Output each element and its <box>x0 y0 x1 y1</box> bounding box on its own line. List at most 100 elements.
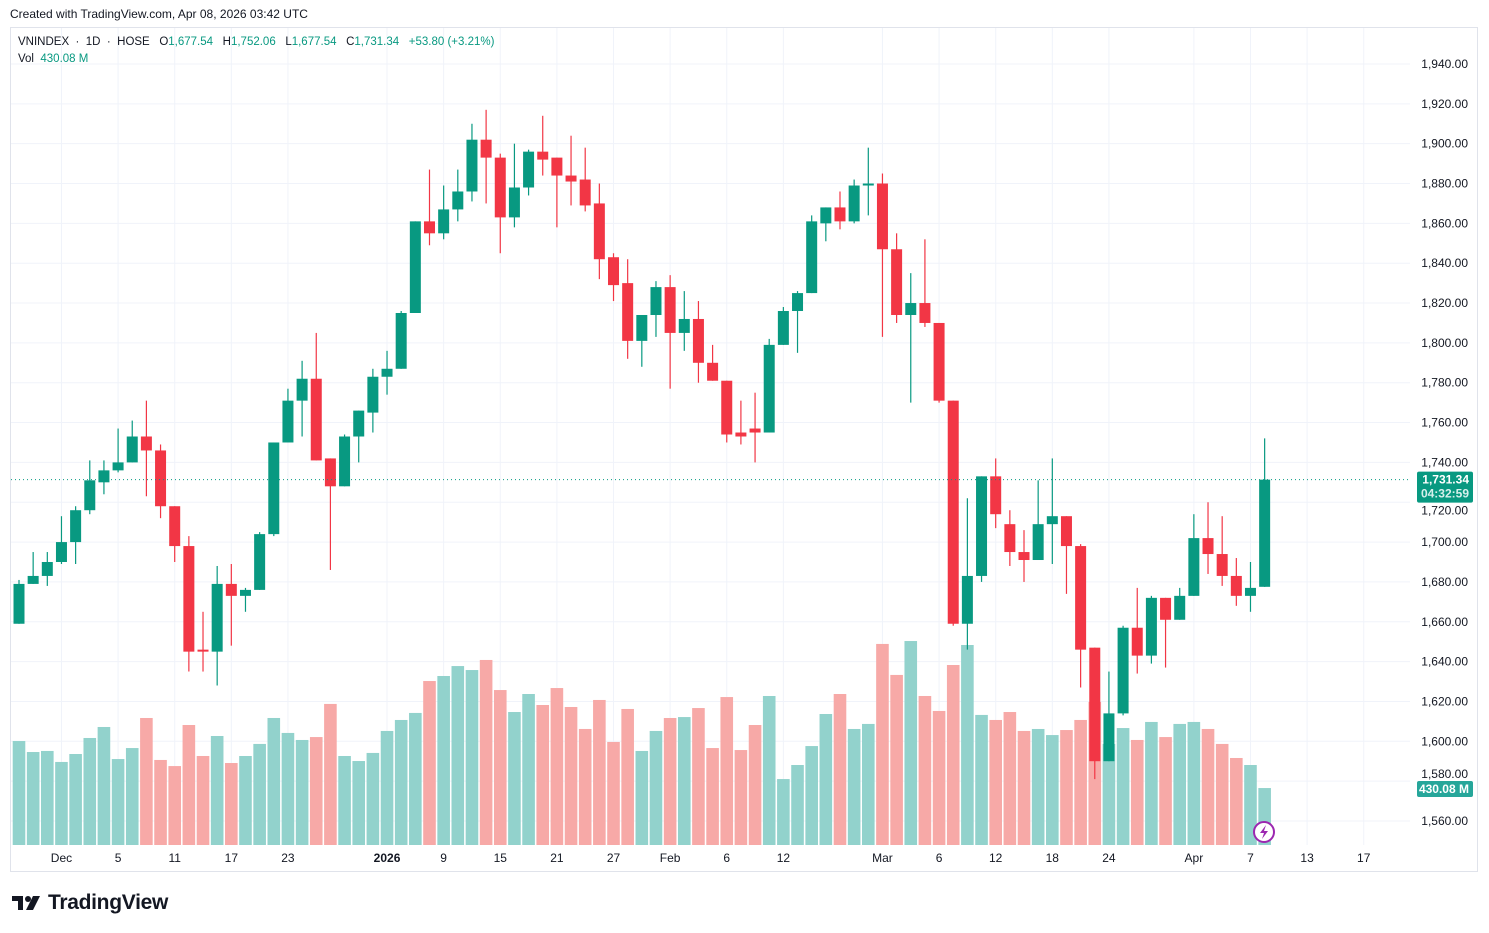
candle <box>155 444 167 519</box>
candle-body <box>735 432 747 437</box>
volume-bar <box>168 766 182 845</box>
candle-body <box>636 314 648 341</box>
volume-bar <box>366 752 380 845</box>
candle <box>70 506 82 564</box>
candle <box>692 301 704 383</box>
x-tick-label: 2026 <box>374 851 401 865</box>
candle-body <box>126 436 138 463</box>
candle <box>650 281 662 337</box>
volume-bar <box>522 694 535 845</box>
volume-bar <box>762 695 776 845</box>
candle-body <box>254 534 266 590</box>
candle <box>508 143 520 228</box>
candle <box>409 221 421 313</box>
candle-body <box>1145 597 1157 656</box>
volume-bar <box>41 750 54 845</box>
x-tick-label: 17 <box>1357 851 1371 865</box>
candle-body <box>1244 587 1256 596</box>
y-tick-label: 1,700.00 <box>1421 535 1468 549</box>
x-tick-label: 21 <box>550 851 564 865</box>
candle-body <box>862 183 874 186</box>
y-tick-label: 1,840.00 <box>1421 256 1468 270</box>
volume-bar <box>210 735 224 845</box>
lightning-icon[interactable] <box>1253 821 1275 843</box>
candle-body <box>1216 554 1228 576</box>
volume-bar <box>12 741 26 845</box>
candle-body <box>310 378 322 461</box>
candle-body <box>1160 597 1172 620</box>
candle <box>27 552 39 584</box>
candle-body <box>792 293 804 312</box>
volume-bar <box>932 710 946 845</box>
x-tick-label: Feb <box>660 851 681 865</box>
y-tick-label: 1,740.00 <box>1421 455 1468 469</box>
candle <box>1075 544 1087 688</box>
candle <box>438 185 450 240</box>
volume-bar <box>1244 765 1257 845</box>
candle <box>1060 516 1072 594</box>
volume-bar <box>720 697 734 845</box>
volume-bar <box>578 728 592 845</box>
volume-bar <box>83 737 97 845</box>
volume-bar <box>508 712 521 845</box>
candle <box>933 322 945 403</box>
volume-bar <box>493 690 507 845</box>
x-tick-label: 23 <box>281 851 295 865</box>
candle <box>353 410 365 463</box>
volume-bar <box>890 674 903 845</box>
tradingview-logo[interactable]: TradingView <box>12 891 168 915</box>
candle-body <box>423 221 435 234</box>
volume-bar <box>1201 728 1215 845</box>
candle <box>891 233 903 323</box>
volume-bar <box>253 743 266 845</box>
candle <box>1174 587 1186 620</box>
candle <box>537 115 549 176</box>
volume-bar <box>791 765 804 845</box>
volume-bar <box>338 755 351 845</box>
volume-bar <box>819 714 833 845</box>
candle <box>126 420 138 463</box>
candle <box>1004 510 1016 566</box>
y-tick-label: 1,900.00 <box>1421 137 1468 151</box>
volume-bar <box>1187 721 1201 845</box>
chart-legend: VNINDEX · 1D · HOSE O1,677.54 H1,752.06 … <box>18 34 494 68</box>
candle-body <box>593 203 605 260</box>
volume-bar <box>225 763 238 845</box>
time-axis[interactable]: Dec 5 11 17 23 2026 9 15 21 27 Feb 6 12 Mar 6 12 18 24 Apr… <box>51 851 1371 865</box>
candle <box>1046 458 1058 564</box>
legend-volume: 430.08 M <box>40 53 89 65</box>
bar-countdown: 04:32:59 <box>1421 487 1469 501</box>
volume-bar <box>154 759 167 845</box>
candle-body <box>41 562 53 576</box>
legend-symbol[interactable]: VNINDEX <box>18 36 70 48</box>
legend-volume-label[interactable]: Vol <box>18 53 34 65</box>
candle-body <box>905 303 917 315</box>
candle-body <box>494 157 506 218</box>
candle-body <box>692 318 704 363</box>
volume-bar <box>69 754 82 845</box>
candle <box>282 388 294 443</box>
volume-bar <box>621 708 634 845</box>
x-tick-label: 24 <box>1102 851 1116 865</box>
candle <box>140 400 152 497</box>
volume-bar <box>1230 757 1243 845</box>
x-tick-label: 9 <box>440 851 447 865</box>
last-volume-value: 430.08 M <box>1419 782 1469 796</box>
candle <box>834 191 846 230</box>
price-axis[interactable]: 1,560.00 1,580.00 1,600.00 1,620.00 1,640.00… <box>1421 57 1468 828</box>
volume-bar <box>946 665 960 845</box>
candle-body <box>1004 524 1016 553</box>
candle-body <box>919 303 931 323</box>
volume-bar <box>706 748 719 845</box>
volume-bar <box>451 666 465 845</box>
volume-bar <box>1215 743 1229 845</box>
candle-body <box>537 151 549 160</box>
candle <box>1117 625 1129 716</box>
volume-bar <box>607 741 620 845</box>
candle-body <box>268 442 280 535</box>
candle <box>296 360 308 437</box>
candle <box>41 552 53 586</box>
candle-body <box>891 249 903 315</box>
grid-lines <box>11 28 1410 845</box>
